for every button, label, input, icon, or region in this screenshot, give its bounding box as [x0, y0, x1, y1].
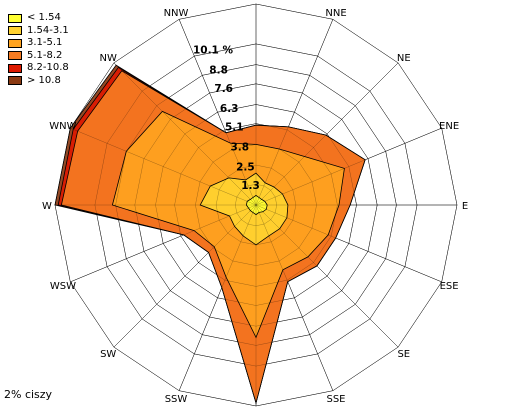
grid-spoke-overlay — [178, 204, 257, 391]
direction-label: NE — [397, 53, 411, 64]
calm-percentage: 2% ciszy — [4, 388, 53, 401]
grid-spoke-overlay — [70, 127, 257, 206]
series-area — [111, 110, 345, 339]
grid-ring-overlay — [134, 83, 378, 327]
legend-label: 8.2-10.8 — [27, 62, 69, 74]
direction-label: SW — [100, 349, 116, 360]
direction-label: SSW — [165, 394, 188, 405]
direction-label: NW — [100, 53, 117, 64]
legend-label: < 1.54 — [27, 12, 61, 24]
direction-label: W — [42, 201, 52, 212]
series-area — [199, 172, 289, 246]
radial-tick-label: 8.8 — [209, 65, 228, 77]
radial-tick-label: 5.1 — [225, 122, 244, 134]
radial-tick-label: 3.8 — [230, 142, 249, 154]
direction-label: E — [462, 201, 468, 212]
legend: < 1.54 1.54-3.1 3.1-5.1 5.1-8.2 8.2-10.8 > 10… — [8, 12, 69, 87]
direction-label: WNW — [49, 121, 76, 132]
grid-spoke-overlay — [255, 19, 334, 206]
legend-label: 3.1-5.1 — [27, 37, 63, 49]
grid-spoke-overlay — [255, 204, 334, 391]
legend-item: 5.1-8.2 — [8, 50, 69, 63]
grid-ring-overlay — [235, 184, 277, 226]
legend-label: 5.1-8.2 — [27, 49, 63, 61]
radial-tick-label: 10.1 % — [193, 45, 234, 57]
direction-label: ENE — [439, 121, 459, 132]
legend-item: < 1.54 — [8, 12, 69, 25]
rose-series — [54, 3, 458, 407]
direction-label: NNW — [164, 8, 189, 19]
grid-ring-overlay — [215, 164, 297, 246]
legend-item: 1.54-3.1 — [8, 25, 69, 38]
legend-item: 3.1-5.1 — [8, 37, 69, 50]
grid-spoke-overlay — [255, 204, 442, 283]
legend-label: > 10.8 — [27, 74, 61, 86]
direction-label: N — [252, 0, 259, 3]
legend-label: 1.54-3.1 — [27, 24, 69, 36]
legend-swatch — [8, 76, 22, 86]
grid-ring-overlay — [155, 104, 357, 306]
legend-item: > 10.8 — [8, 75, 69, 88]
legend-swatch — [8, 13, 22, 23]
grid-spoke-overlay — [113, 62, 257, 206]
grid-spoke-overlay — [255, 127, 442, 206]
legend-swatch — [8, 51, 22, 61]
direction-labels: NNNENEENEEESESESSESSSWSWWSWWWNWNWNNW — [42, 0, 468, 405]
grid-ring-overlay — [54, 3, 458, 407]
legend-item: 8.2-10.8 — [8, 62, 69, 75]
direction-label: WSW — [50, 281, 76, 292]
radial-tick-labels: 1.3 2.5 3.8 5.1 6.3 7.6 8.8 10.1 % — [193, 45, 260, 192]
grid-ring-overlay — [195, 144, 317, 266]
radial-tick-label: 7.6 — [214, 83, 233, 95]
legend-swatch — [8, 63, 22, 73]
radial-tick-label: 2.5 — [236, 162, 255, 174]
grid-ring-overlay — [174, 123, 338, 287]
direction-label: SSE — [326, 394, 345, 405]
direction-label: ESE — [440, 281, 459, 292]
grid-spoke-overlay — [113, 204, 257, 348]
grid-spoke-overlay — [255, 62, 399, 206]
direction-label: SE — [397, 349, 410, 360]
grid-ring-overlay — [115, 64, 397, 346]
grid-ring-overlay — [94, 43, 418, 367]
series-area — [245, 194, 268, 216]
grid-spoke-overlay — [70, 204, 257, 283]
direction-label: NNE — [325, 8, 346, 19]
legend-swatch — [8, 26, 22, 36]
grid-spoke-overlay — [178, 19, 257, 206]
grid-spoke-overlay — [255, 204, 399, 348]
radial-tick-label: 6.3 — [220, 103, 239, 115]
legend-swatch — [8, 38, 22, 48]
radial-tick-label: 1.3 — [241, 180, 260, 192]
